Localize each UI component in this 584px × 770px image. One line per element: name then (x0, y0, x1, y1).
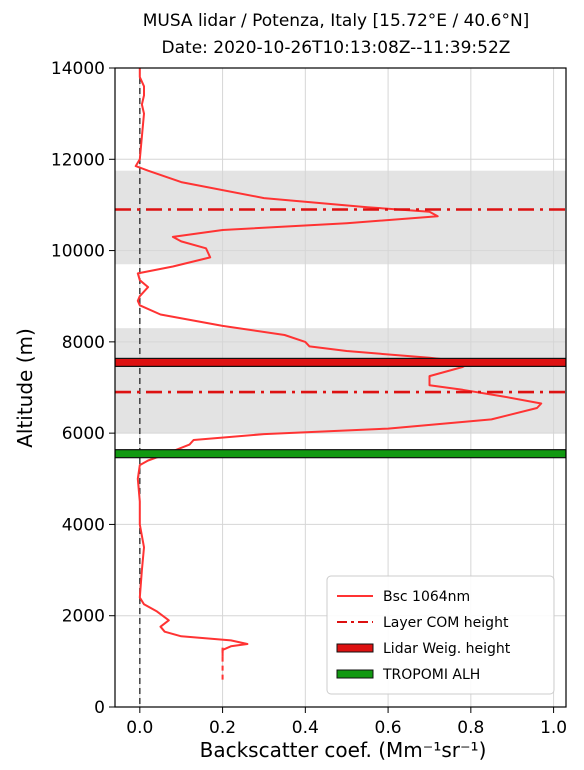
y-tick-label-7: 14000 (51, 59, 105, 79)
legend: Bsc 1064nm Layer COM height Lidar Weig. he… (326, 575, 555, 695)
legend-swatch-box-2 (336, 643, 374, 653)
legend-label-2: Lidar Weig. height (383, 641, 511, 657)
shaded-layer-1 (115, 328, 566, 434)
x-ticks: 0.0 0.2 0.4 0.6 0.8 1.0 (126, 707, 567, 738)
y-tick-label-5: 10000 (51, 242, 105, 262)
x-tick-label-3: 0.6 (375, 718, 402, 738)
plot-frame (114, 67, 567, 708)
x-tick-label-1: 0.2 (209, 718, 236, 738)
y-tick-label-6: 12000 (51, 150, 105, 170)
chart-title: MUSA lidar / Potenza, Italy [15.72°E / 4… (143, 11, 530, 31)
x-axis-label: Backscatter coef. (Mm⁻¹sr⁻¹) (200, 738, 487, 762)
legend-label-3: TROPOMI ALH (382, 667, 480, 683)
y-tick-label-4: 8000 (62, 333, 105, 353)
y-tick-label-0: 0 (94, 698, 105, 718)
x-tick-label-4: 0.8 (457, 718, 484, 738)
x-tick-label-2: 0.4 (292, 718, 319, 738)
legend-swatch-box-3 (336, 669, 374, 679)
y-tick-label-2: 4000 (62, 515, 105, 535)
x-tick-label-0: 0.0 (126, 718, 153, 738)
legend-label-0: Bsc 1064nm (383, 589, 470, 605)
y-ticks: 0 2000 4000 6000 8000 10000 12000 14000 (51, 59, 115, 718)
legend-box (326, 575, 555, 695)
tropomi-alh-line (115, 449, 566, 459)
chart-subtitle: Date: 2020-10-26T10:13:08Z--11:39:52Z (162, 38, 511, 58)
shaded-layer-0 (115, 170, 566, 265)
y-tick-label-1: 2000 (62, 607, 105, 627)
chart-title-group: MUSA lidar / Potenza, Italy [15.72°E / 4… (143, 11, 530, 58)
lidar-weig-height-line (115, 357, 566, 367)
legend-label-1: Layer COM height (383, 615, 509, 631)
x-tick-label-5: 1.0 (540, 718, 567, 738)
series-line-bsc-1064nm (134, 68, 543, 657)
y-axis-label: Altitude (m) (13, 328, 37, 448)
y-tick-label-3: 6000 (62, 424, 105, 444)
